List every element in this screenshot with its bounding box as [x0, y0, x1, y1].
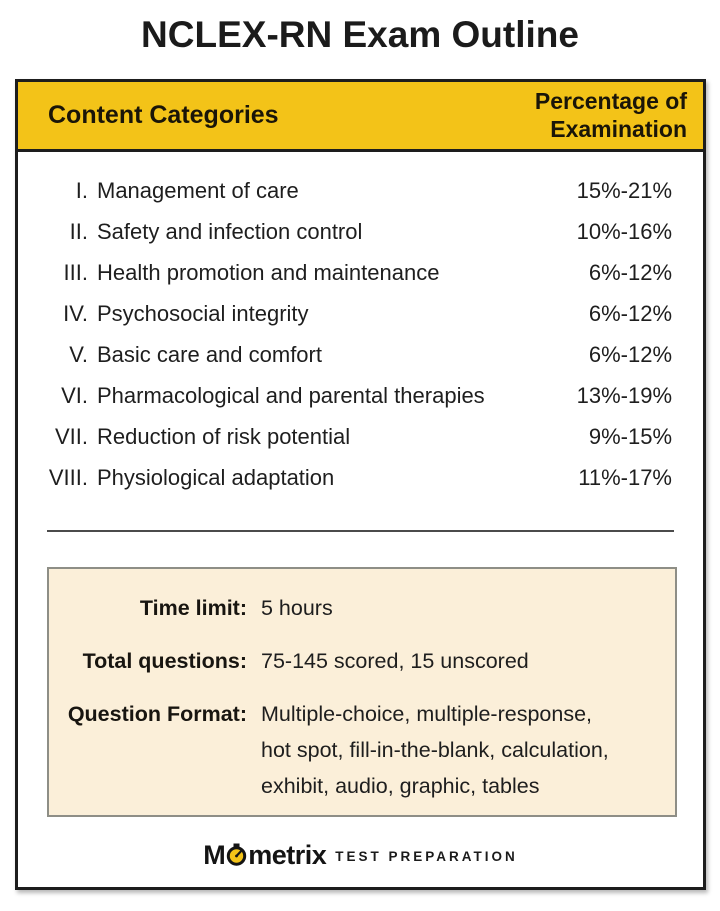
row-numeral: V.	[69, 341, 88, 367]
row-numeral: VI.	[61, 382, 88, 408]
question-format-line2: hot spot, fill-in-the-blank, calculation…	[261, 738, 609, 762]
row-percentage: 13%-19%	[576, 382, 672, 408]
row-category: Health promotion and maintenance	[97, 259, 440, 285]
table-row: II. Safety and infection control 10%-16%	[18, 211, 703, 252]
row-category: Safety and infection control	[97, 218, 363, 244]
row-percentage: 10%-16%	[576, 218, 672, 244]
row-percentage: 11%-17%	[578, 464, 672, 490]
row-percentage: 6%-12%	[588, 341, 672, 367]
row-category: Psychosocial integrity	[97, 300, 309, 326]
row-numeral: VII.	[54, 423, 88, 449]
row-percentage: 6%-12%	[588, 259, 672, 285]
exam-outline-panel: Content Categories Percentage of Examina…	[15, 79, 706, 890]
brand-prefix: M	[203, 840, 226, 870]
row-category: Basic care and comfort	[97, 341, 322, 367]
table-row: VI. Pharmacological and parental therapi…	[18, 375, 703, 416]
row-numeral: IV.	[63, 300, 88, 326]
percentage-header-line2: Examination	[550, 115, 687, 142]
row-numeral: I.	[75, 177, 88, 203]
section-divider	[47, 530, 674, 532]
row-numeral: III.	[63, 259, 88, 285]
category-rows: I. Management of care 15%-21% II. Safety…	[18, 152, 703, 498]
stopwatch-icon	[227, 843, 247, 866]
info-row-total-questions: Total questions: 75-145 scored, 15 unsco…	[49, 643, 675, 679]
info-row-time-limit: Time limit: 5 hours	[49, 590, 675, 626]
table-row: V. Basic care and comfort 6%-12%	[18, 334, 703, 375]
percentage-header-line1: Percentage of	[534, 88, 687, 115]
row-category: Physiological adaptation	[97, 464, 335, 490]
table-header: Content Categories Percentage of Examina…	[18, 82, 703, 152]
row-numeral: VIII.	[48, 464, 88, 490]
info-value: Multiple-choice, multiple-response, hot …	[247, 696, 609, 804]
table-row: VIII. Physiological adaptation 11%-17%	[18, 457, 703, 498]
brand-tagline: TEST PREPARATION	[335, 849, 518, 864]
percentage-header: Percentage of Examination	[535, 88, 687, 142]
info-row-question-format: Question Format: Multiple-choice, multip…	[49, 696, 675, 804]
table-row: III. Health promotion and maintenance 6%…	[18, 252, 703, 293]
table-row: I. Management of care 15%-21%	[18, 170, 703, 211]
question-format-line1: Multiple-choice, multiple-response,	[261, 702, 593, 726]
exam-info-box: Time limit: 5 hours Total questions: 75-…	[47, 567, 677, 817]
row-percentage: 9%-15%	[588, 423, 672, 449]
row-numeral: II.	[69, 218, 88, 244]
question-format-line3: exhibit, audio, graphic, tables	[261, 774, 540, 798]
info-value: 75-145 scored, 15 unscored	[261, 649, 529, 673]
info-label: Time limit:	[139, 596, 247, 620]
row-category: Reduction of risk potential	[97, 423, 351, 449]
row-category: Management of care	[97, 177, 299, 203]
content-categories-header: Content Categories	[48, 101, 279, 129]
row-category: Pharmacological and parental therapies	[97, 382, 485, 408]
row-percentage: 6%-12%	[588, 300, 672, 326]
row-percentage: 15%-21%	[576, 177, 672, 203]
page-title: NCLEX-RN Exam Outline	[141, 14, 579, 55]
table-row: IV. Psychosocial integrity 6%-12%	[18, 293, 703, 334]
info-label: Total questions:	[82, 649, 247, 673]
info-label: Question Format:	[67, 702, 247, 726]
info-value: 5 hours	[261, 596, 333, 620]
table-row: VII. Reduction of risk potential 9%-15%	[18, 416, 703, 457]
mometrix-logo: M metrix TEST PREPARATION	[18, 840, 703, 871]
brand-suffix: metrix	[248, 840, 327, 870]
